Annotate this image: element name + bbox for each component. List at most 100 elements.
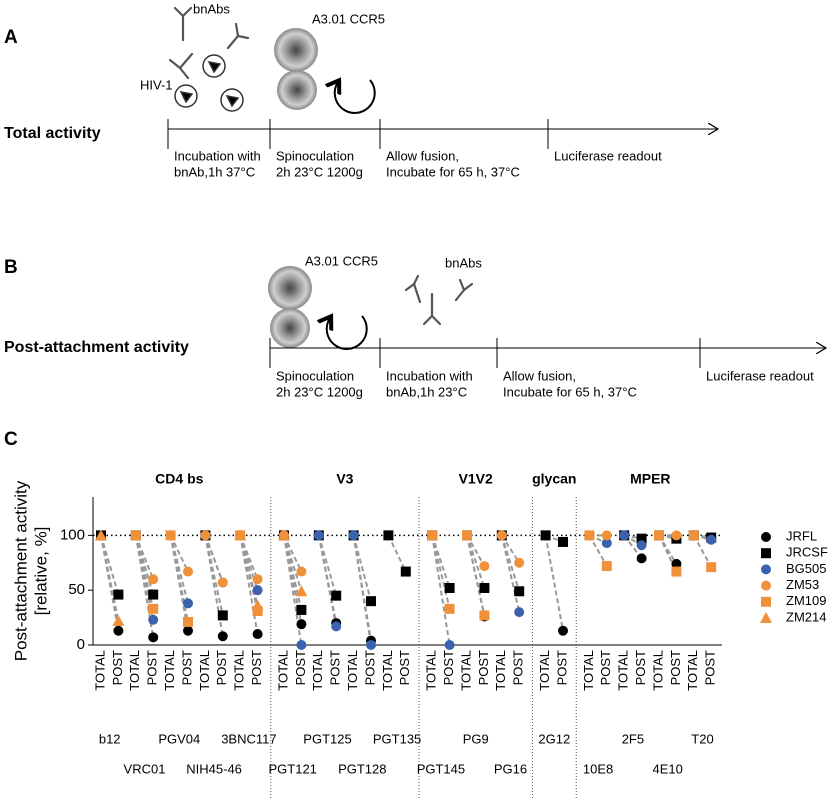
antibody-label: 4E10 bbox=[653, 761, 683, 776]
data-point bbox=[296, 566, 307, 577]
rotation-icon bbox=[335, 80, 376, 114]
data-point bbox=[112, 614, 125, 626]
panel-b: B A3.01 CCR5 bnAbs Post-attachment activ… bbox=[4, 253, 826, 399]
data-point bbox=[444, 640, 455, 650]
legend-marker bbox=[760, 612, 772, 623]
legend-marker bbox=[761, 596, 771, 607]
pair-connector bbox=[466, 534, 486, 567]
step-text: Spinoculation bbox=[276, 368, 354, 383]
data-point bbox=[130, 530, 141, 541]
data-point bbox=[540, 530, 551, 541]
data-point bbox=[251, 599, 264, 611]
data-point bbox=[148, 574, 159, 585]
antibody-label: PGT121 bbox=[268, 761, 316, 776]
data-point bbox=[383, 530, 394, 541]
x-tick-label: TOTAL bbox=[493, 650, 508, 691]
pair-connector bbox=[466, 535, 486, 616]
data-point bbox=[95, 529, 107, 541]
data-point bbox=[113, 625, 124, 636]
x-tick-label: TOTAL bbox=[92, 650, 107, 691]
legend-marker bbox=[761, 548, 771, 559]
step-text: Allow fusion, bbox=[386, 148, 459, 163]
step-text: Spinoculation bbox=[276, 148, 354, 163]
legend-label: ZM109 bbox=[786, 593, 826, 608]
step-text: bnAb,1h 23°C bbox=[386, 384, 467, 399]
pair-connector bbox=[100, 535, 120, 622]
x-tick-label: POST bbox=[554, 650, 569, 685]
data-point bbox=[366, 640, 376, 650]
x-tick-label: TOTAL bbox=[197, 650, 212, 691]
x-tick-label: TOTAL bbox=[685, 650, 700, 691]
data-point bbox=[313, 530, 324, 541]
data-point bbox=[148, 614, 159, 625]
data-point bbox=[148, 603, 159, 614]
antibody-label: T20 bbox=[691, 731, 713, 746]
data-point bbox=[183, 625, 193, 636]
x-tick-label: TOTAL bbox=[424, 650, 439, 691]
x-tick-label: TOTAL bbox=[232, 650, 247, 691]
data-point bbox=[296, 640, 307, 650]
data-point bbox=[165, 530, 176, 541]
data-point bbox=[183, 598, 193, 609]
step-text: Luciferase readout bbox=[554, 148, 662, 163]
data-point bbox=[427, 530, 438, 541]
pair-connector bbox=[588, 534, 608, 567]
cell-icon bbox=[274, 28, 318, 72]
pair-connector bbox=[500, 535, 521, 613]
cell-label: A3.01 CCR5 bbox=[312, 11, 385, 26]
step-text: 2h 23°C 1200g bbox=[276, 164, 363, 179]
x-tick-label: TOTAL bbox=[162, 650, 177, 691]
x-tick-label: TOTAL bbox=[345, 650, 360, 691]
data-point bbox=[671, 558, 682, 569]
data-point bbox=[636, 533, 647, 544]
x-tick-label: TOTAL bbox=[650, 650, 665, 691]
x-tick-label: TOTAL bbox=[275, 650, 290, 691]
y-axis-label: [relative, %] bbox=[31, 527, 50, 616]
data-point bbox=[688, 530, 699, 541]
data-point bbox=[706, 534, 717, 545]
x-tick-label: POST bbox=[214, 650, 229, 685]
data-point bbox=[479, 610, 490, 621]
group-label: V3 bbox=[336, 471, 353, 487]
virus-label: HIV-1 bbox=[140, 77, 173, 92]
pair-connector bbox=[239, 535, 259, 580]
legend-marker bbox=[761, 580, 771, 591]
data-point bbox=[348, 530, 359, 541]
data-point bbox=[636, 553, 647, 564]
pair-connector bbox=[134, 535, 155, 620]
pair-connector bbox=[204, 535, 224, 616]
data-point bbox=[366, 596, 376, 607]
data-point bbox=[444, 603, 455, 614]
data-point bbox=[217, 577, 228, 588]
data-point bbox=[234, 529, 247, 541]
data-point bbox=[200, 530, 211, 541]
data-point bbox=[295, 585, 308, 597]
data-point bbox=[183, 616, 193, 627]
data-point bbox=[654, 530, 664, 541]
data-point bbox=[462, 530, 472, 541]
data-point bbox=[601, 561, 612, 572]
x-tick-label: POST bbox=[328, 650, 343, 685]
panel-label: C bbox=[4, 429, 18, 450]
x-tick-label: TOTAL bbox=[537, 650, 552, 691]
data-point bbox=[601, 538, 612, 549]
step-text: Allow fusion, bbox=[503, 368, 576, 383]
panel-c: C 0 50 100 Post-attachment activity [relativ… bbox=[4, 429, 828, 800]
data-point bbox=[601, 530, 612, 541]
antibody-label: PGT135 bbox=[373, 731, 421, 746]
x-tick-label: POST bbox=[476, 650, 491, 685]
pair-connector bbox=[692, 534, 713, 568]
row-title: Total activity bbox=[4, 125, 101, 142]
y-tick-label: 100 bbox=[60, 526, 85, 543]
pair-connector bbox=[239, 535, 259, 606]
data-point bbox=[619, 530, 630, 541]
legend-marker bbox=[761, 532, 771, 542]
pair-connector bbox=[134, 535, 155, 580]
x-tick-label: POST bbox=[110, 650, 125, 685]
antibody-label: PGV04 bbox=[158, 731, 200, 746]
pair-connector bbox=[283, 535, 303, 592]
group-label: CD4 bs bbox=[155, 471, 203, 487]
legend-marker bbox=[761, 564, 771, 575]
data-point bbox=[706, 562, 717, 573]
